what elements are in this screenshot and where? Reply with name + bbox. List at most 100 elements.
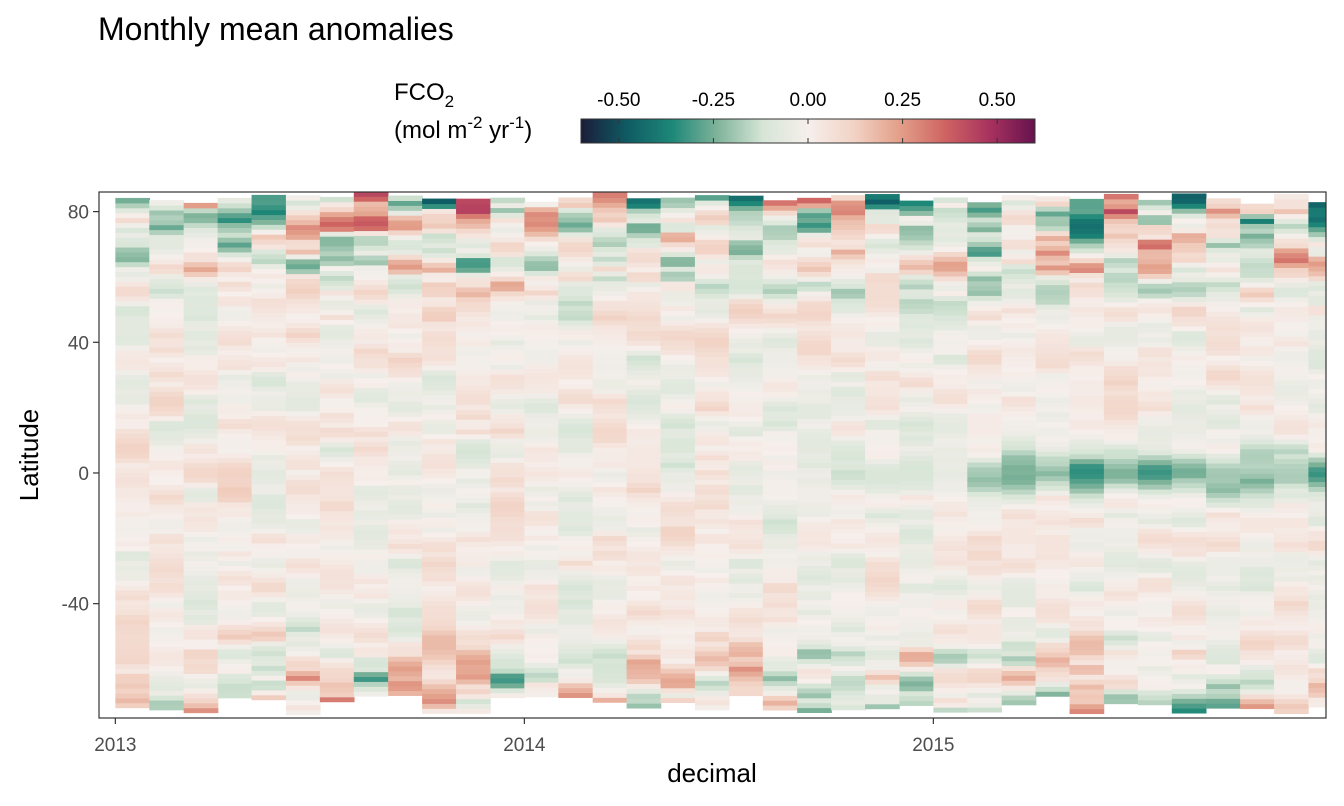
heatmap-cell bbox=[251, 621, 287, 627]
heatmap-cell bbox=[319, 201, 355, 208]
heatmap-cell bbox=[1206, 394, 1241, 400]
heatmap-cell bbox=[456, 345, 491, 352]
heatmap-cell bbox=[558, 222, 593, 228]
heatmap-cell bbox=[1001, 244, 1037, 250]
heatmap-cell bbox=[592, 432, 628, 439]
heatmap-cell bbox=[797, 374, 832, 380]
heatmap-cell bbox=[592, 256, 628, 262]
heatmap-cell bbox=[1103, 674, 1139, 680]
heatmap-cell bbox=[115, 604, 151, 611]
heatmap-cell bbox=[149, 258, 184, 265]
heatmap-cell bbox=[831, 587, 866, 593]
heatmap-cell bbox=[456, 487, 491, 494]
heatmap-cell bbox=[558, 569, 593, 576]
heatmap-cell bbox=[762, 386, 798, 392]
heatmap-cell bbox=[831, 474, 866, 480]
heatmap-cell bbox=[285, 562, 321, 569]
heatmap-cell bbox=[762, 518, 798, 525]
heatmap-cell bbox=[1035, 686, 1071, 692]
heatmap-cell bbox=[1035, 607, 1071, 614]
heatmap-cell bbox=[626, 698, 662, 704]
heatmap-cell bbox=[592, 599, 628, 605]
heatmap-cell bbox=[285, 709, 321, 716]
heatmap-cell bbox=[626, 487, 662, 493]
heatmap-cell bbox=[217, 501, 253, 508]
heatmap-cell bbox=[933, 442, 969, 448]
heatmap-cell bbox=[353, 691, 389, 697]
heatmap-cell bbox=[1103, 683, 1139, 690]
heatmap-cell bbox=[319, 270, 355, 276]
heatmap-cell bbox=[524, 216, 560, 222]
heatmap-cell bbox=[217, 325, 253, 331]
heatmap-cell bbox=[899, 671, 935, 677]
heatmap-cell bbox=[285, 596, 321, 603]
heatmap-cell bbox=[660, 197, 696, 204]
heatmap-cell bbox=[797, 550, 832, 557]
heatmap-cell bbox=[899, 230, 935, 236]
heatmap-cell bbox=[967, 310, 1002, 316]
heatmap-cell bbox=[149, 665, 184, 672]
heatmap-cell bbox=[388, 332, 423, 339]
heatmap-cell bbox=[694, 386, 730, 392]
heatmap-cell bbox=[797, 222, 832, 228]
heatmap-cell bbox=[456, 321, 491, 327]
heatmap-cell bbox=[1001, 288, 1037, 294]
heatmap-cell bbox=[1137, 513, 1173, 520]
heatmap-cell bbox=[285, 249, 321, 255]
heatmap-cell bbox=[1137, 307, 1173, 314]
heatmap-cell bbox=[831, 645, 866, 652]
heatmap-cell bbox=[422, 654, 457, 660]
heatmap-cell bbox=[183, 428, 219, 434]
heatmap-cell bbox=[456, 463, 491, 469]
heatmap-cell bbox=[762, 670, 798, 677]
heatmap-cell bbox=[388, 616, 423, 623]
heatmap-cell bbox=[831, 592, 866, 598]
heatmap-cell bbox=[762, 312, 798, 319]
heatmap-cell bbox=[149, 513, 184, 520]
heatmap-cell bbox=[797, 197, 832, 204]
heatmap-cell bbox=[660, 663, 696, 669]
heatmap-cell bbox=[319, 686, 355, 693]
heatmap-cell bbox=[1103, 331, 1139, 337]
heatmap-cell bbox=[797, 286, 832, 292]
heatmap-cell bbox=[149, 508, 184, 515]
heatmap-cell bbox=[115, 232, 151, 238]
heatmap-cell bbox=[490, 393, 526, 400]
heatmap-cell bbox=[1069, 684, 1105, 690]
heatmap-cell bbox=[183, 575, 219, 581]
heatmap-cell bbox=[149, 631, 184, 637]
heatmap-cell bbox=[456, 375, 491, 381]
heatmap-cell bbox=[1206, 556, 1241, 562]
heatmap-cell bbox=[797, 491, 832, 498]
heatmap-cell bbox=[1240, 399, 1275, 406]
heatmap-cell bbox=[762, 259, 798, 265]
heatmap-cell bbox=[1171, 394, 1207, 400]
heatmap-cell bbox=[149, 567, 184, 574]
heatmap-cell bbox=[1240, 605, 1275, 612]
heatmap-cell bbox=[422, 522, 457, 528]
heatmap-cell bbox=[1035, 215, 1071, 222]
heatmap-cell bbox=[285, 356, 321, 363]
heatmap-cell bbox=[1274, 198, 1309, 205]
heatmap-cell bbox=[660, 300, 696, 307]
heatmap-cell bbox=[1035, 318, 1071, 325]
heatmap-cell bbox=[933, 290, 969, 297]
heatmap-cell bbox=[1240, 316, 1275, 322]
heatmap-cell bbox=[831, 508, 866, 515]
heatmap-cell bbox=[1308, 344, 1326, 350]
heatmap-cell bbox=[456, 443, 491, 450]
heatmap-cell bbox=[797, 692, 832, 699]
heatmap-cell bbox=[967, 633, 1002, 640]
heatmap-cell bbox=[149, 239, 184, 245]
heatmap-cell bbox=[899, 700, 935, 706]
heatmap-cell bbox=[1308, 555, 1326, 561]
heatmap-cell bbox=[1274, 301, 1309, 308]
heatmap-cell bbox=[728, 372, 764, 378]
heatmap-cell bbox=[660, 383, 696, 390]
heatmap-cell bbox=[490, 481, 526, 488]
heatmap-cell bbox=[558, 197, 593, 204]
heatmap-cell bbox=[1240, 492, 1275, 499]
heatmap-cell bbox=[1171, 389, 1207, 395]
heatmap-cell bbox=[115, 315, 151, 322]
heatmap-cell bbox=[626, 281, 662, 288]
